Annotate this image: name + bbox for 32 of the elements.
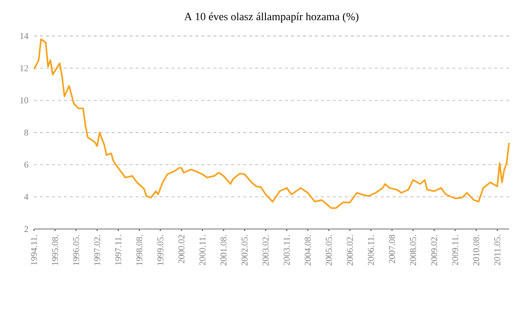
x-tick-label: 2006.11.	[368, 235, 374, 266]
y-tick-label: 2	[24, 226, 28, 232]
x-tick-label: 2007.08	[388, 234, 396, 264]
x-tick-label: 2008.05.	[410, 235, 416, 266]
x-tick-label: 1994.11.	[30, 235, 38, 265]
x-tick-label: 2009.02.	[431, 235, 438, 266]
y-tick-label: 8	[24, 129, 28, 136]
y-tick-label: 14	[20, 33, 28, 39]
x-tick-label: 2005.05.	[326, 235, 332, 266]
x-tick-label: 2010.08.	[473, 235, 480, 266]
x-tick-label: 2003.02.	[262, 235, 269, 266]
x-tick-label: 2009.11.	[452, 235, 458, 266]
x-tick-label: 2002.05.	[242, 235, 248, 266]
line-series	[33, 38, 510, 209]
x-tick-label: 2011.05.	[494, 235, 500, 266]
x-tick-label: 1997.02.	[94, 235, 100, 266]
y-tick-label: 4	[24, 194, 28, 200]
x-tick-label: 1995.08.	[52, 235, 58, 266]
y-tick-label: 12	[20, 65, 28, 72]
chart-title: A 10 éves olasz állampapír hozama (%)	[184, 12, 358, 22]
x-tick-label: 2000.11.	[199, 235, 206, 266]
x-tick-label: 1997.11.	[115, 235, 122, 265]
x-tick-label: 2004.08.	[304, 235, 311, 266]
x-tick-label: 2001.08.	[220, 235, 227, 266]
x-tick-label: 1999.05.	[157, 235, 164, 266]
x-tick-label: 2006.02.	[346, 235, 353, 266]
y-tick-label: 10	[20, 97, 28, 104]
x-tick-label: 1998.08.	[136, 235, 142, 266]
x-tick-label: 2003.11.	[284, 235, 290, 266]
y-tick-label: 6	[24, 162, 28, 168]
x-tick-label: 1996.05.	[73, 235, 80, 266]
x-tick-label: 2000.02	[178, 235, 184, 264]
